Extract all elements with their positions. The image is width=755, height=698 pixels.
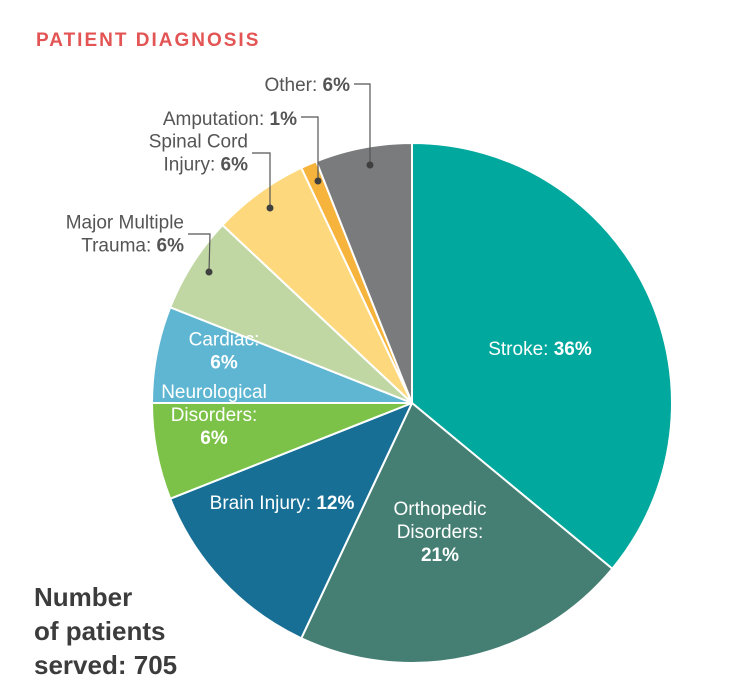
leader-dot-other (366, 161, 374, 169)
leader-line-amputation (301, 116, 319, 181)
label-neurological-disorders-value: 6% (200, 428, 228, 449)
label-spinal-cord-injury-line-1: Spinal Cord (149, 132, 248, 153)
leader-line-major-multiple-trauma (188, 233, 211, 273)
slice-orthopedic-disorders (300, 402, 614, 664)
leader-dot-major-multiple-trauma (205, 268, 213, 276)
label-stroke: Stroke: 36% (488, 339, 592, 360)
label-cardiac-line-1: Cardiac: (189, 330, 260, 351)
total-prefix: served: (34, 650, 134, 680)
total-line-3: served: 705 (34, 648, 177, 682)
total-line-1: Number (34, 582, 133, 612)
label-brain-injury: Brain Injury: 12% (210, 493, 355, 514)
slice-stroke (411, 142, 673, 570)
total-line-2: of patients (34, 616, 166, 646)
leader-line-other (354, 83, 371, 165)
label-major-multiple-trauma-line-1: Major Multiple (66, 213, 184, 234)
label-cardiac-value: 6% (210, 353, 238, 374)
total-value: 705 (133, 650, 178, 680)
label-amputation: Amputation: 1% (163, 109, 297, 130)
patients-served-total: Number of patients served: 705 (34, 580, 177, 682)
label-other: Other: 6% (264, 75, 350, 96)
label-neurological-disorders-line-2: Disorders: (171, 405, 258, 426)
leader-line-spinal-cord-injury (252, 152, 271, 208)
label-spinal-cord-injury-line-2: Injury: 6% (164, 155, 249, 176)
slice-brain-injury (169, 402, 413, 640)
label-major-multiple-trauma-line-2: Trauma: 6% (81, 236, 184, 257)
leader-dot-amputation (314, 177, 322, 185)
chart-title: PATIENT DIAGNOSIS (36, 30, 261, 51)
slice-other (315, 142, 413, 404)
leader-dot-spinal-cord-injury (266, 204, 274, 212)
label-neurological-disorders-line-1: Neurological (161, 382, 267, 403)
label-orthopedic-disorders-value: 21% (421, 545, 459, 566)
label-orthopedic-disorders-line-2: Disorders: (397, 522, 484, 543)
label-orthopedic-disorders-line-1: Orthopedic (394, 499, 487, 520)
